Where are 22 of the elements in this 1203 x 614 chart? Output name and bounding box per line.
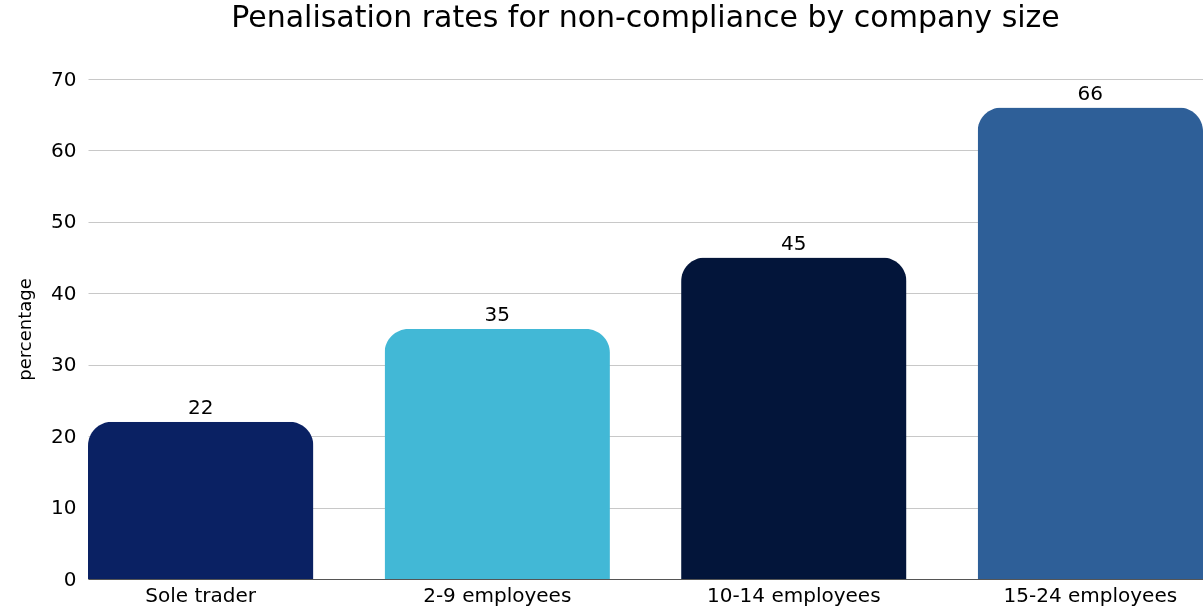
data-label: 35 — [484, 302, 510, 326]
y-tick-label: 0 — [63, 566, 77, 591]
y-tick-label: 30 — [51, 352, 77, 377]
y-tick-label: 70 — [51, 66, 77, 91]
y-tick-label: 10 — [51, 495, 77, 520]
data-label: 66 — [1077, 80, 1104, 105]
bar — [681, 257, 907, 579]
x-tick-label: Sole trader — [145, 582, 257, 607]
y-tick-label: 20 — [51, 423, 77, 448]
data-label: 45 — [781, 230, 807, 255]
x-tick-label: 15-24 employees — [1003, 582, 1178, 607]
x-tick-label: 10-14 employees — [706, 582, 881, 607]
bar — [384, 329, 610, 579]
y-tick-label: 40 — [51, 280, 77, 305]
data-label: 22 — [187, 394, 214, 419]
x-tick-label: 2-9 employees — [423, 582, 572, 607]
chart-title: Penalisation rates for non-compliance by company size — [231, 0, 1060, 34]
bar — [977, 107, 1203, 579]
y-tick-label: 60 — [51, 137, 77, 162]
y-tick-label: 50 — [51, 209, 77, 234]
bar — [88, 421, 314, 579]
y-axis-title: percentage — [14, 278, 36, 381]
